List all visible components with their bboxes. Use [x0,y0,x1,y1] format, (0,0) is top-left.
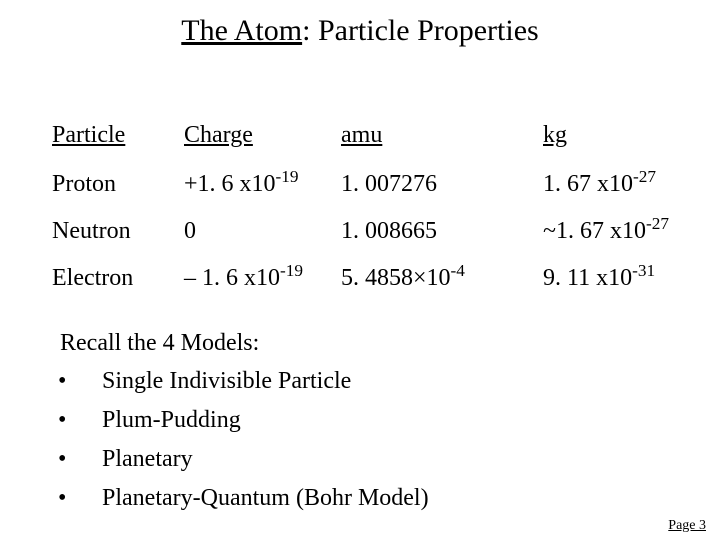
cell-amu: 1. 007276 [341,171,541,216]
bullet-icon: • [58,485,102,512]
cell-kg: 9. 11 x10-31 [543,265,693,310]
title-underlined: The Atom [181,14,302,47]
cell-particle: Neutron [52,218,182,263]
cell-charge: 0 [184,218,339,263]
table-row: Electron – 1. 6 x10-19 5. 4858×10-4 9. 1… [52,265,693,310]
list-item: •Single Indivisible Particle [58,368,429,395]
slide: The Atom: Particle Properties Particle C… [0,0,720,540]
model-label: Planetary [102,446,193,472]
cell-amu: 1. 008665 [341,218,541,263]
particle-table: Particle Charge amu kg Proton +1. 6 x10-… [50,120,695,312]
cell-kg: 1. 67 x10-27 [543,171,693,216]
model-label: Plum-Pudding [102,407,241,433]
bullet-icon: • [58,407,102,434]
cell-amu: 5. 4858×10-4 [341,265,541,310]
list-item: •Planetary-Quantum (Bohr Model) [58,485,429,512]
cell-kg: ~1. 67 x10-27 [543,218,693,263]
table-row: Proton +1. 6 x10-19 1. 007276 1. 67 x10-… [52,171,693,216]
bullet-icon: • [58,368,102,395]
list-item: •Planetary [58,446,429,473]
cell-particle: Electron [52,265,182,310]
models-list: •Single Indivisible Particle •Plum-Puddi… [58,368,429,524]
header-particle: Particle [52,122,125,148]
page-number: Page 3 [668,518,706,534]
title-rest: : Particle Properties [302,14,539,47]
header-amu: amu [341,122,382,148]
table-header-row: Particle Charge amu kg [52,122,693,169]
header-charge: Charge [184,122,253,148]
cell-particle: Proton [52,171,182,216]
cell-charge: +1. 6 x10-19 [184,171,339,216]
model-label: Planetary-Quantum (Bohr Model) [102,485,429,511]
bullet-icon: • [58,446,102,473]
model-label: Single Indivisible Particle [102,368,351,394]
header-kg: kg [543,122,567,148]
table-row: Neutron 0 1. 008665 ~1. 67 x10-27 [52,218,693,263]
slide-title: The Atom: Particle Properties [0,14,720,48]
recall-heading: Recall the 4 Models: [60,330,259,357]
list-item: •Plum-Pudding [58,407,429,434]
cell-charge: – 1. 6 x10-19 [184,265,339,310]
